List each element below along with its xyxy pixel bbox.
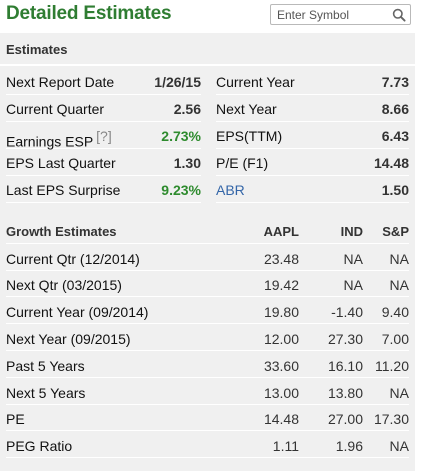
estimate-label: Last EPS Surprise xyxy=(6,182,121,198)
growth-value-ind: 16.10 xyxy=(327,358,363,374)
growth-header-label: Growth Estimates xyxy=(6,224,117,239)
estimate-row-current-year: Current Year 7.73 xyxy=(216,68,409,95)
estimates-panel: Estimates Next Report Date 1/26/15 Curre… xyxy=(0,33,415,471)
estimate-label: Current Quarter xyxy=(6,101,105,117)
growth-value-aapl: 1.11 xyxy=(272,438,299,454)
table-row: Current Year (09/2014) 19.80 -1.40 9.40 xyxy=(6,298,409,324)
section-divider xyxy=(0,64,415,66)
page-header: Detailed Estimates xyxy=(0,0,422,33)
estimate-value: 6.43 xyxy=(381,128,409,144)
growth-value-ind: -1.40 xyxy=(331,304,363,320)
growth-value-aapl: 19.80 xyxy=(263,304,299,320)
growth-value-ind: NA xyxy=(343,277,363,293)
growth-row-label: Current Qtr (12/2014) xyxy=(6,251,140,267)
estimate-row-eps-ttm: EPS(TTM) 6.43 xyxy=(216,122,409,149)
estimate-value: 2.73% xyxy=(161,128,201,144)
estimate-label: Earnings ESP xyxy=(6,133,94,150)
growth-value-sp: NA xyxy=(389,438,409,454)
growth-value-aapl: 23.48 xyxy=(263,251,299,267)
growth-value-sp: 11.20 xyxy=(375,358,409,374)
table-row: Next 5 Years 13.00 13.80 NA xyxy=(6,379,409,405)
growth-value-aapl: 33.60 xyxy=(263,358,299,374)
estimate-value: 9.23% xyxy=(161,182,201,198)
growth-value-ind: 27.00 xyxy=(327,411,363,427)
estimate-value: 8.66 xyxy=(381,101,409,117)
estimate-row-pe-f1: P/E (F1) 14.48 xyxy=(216,149,409,176)
table-row: PE 14.48 27.00 17.30 xyxy=(6,405,409,431)
growth-value-sp: NA xyxy=(389,385,409,401)
abr-link[interactable]: ABR xyxy=(216,182,245,198)
table-row: Current Qtr (12/2014) 23.48 NA NA xyxy=(6,245,409,271)
growth-value-aapl: 19.42 xyxy=(263,277,299,293)
estimate-label: Next Report Date xyxy=(6,74,115,90)
growth-value-sp: 17.30 xyxy=(373,411,409,427)
estimate-row-next-report-date: Next Report Date 1/26/15 xyxy=(6,68,201,95)
estimate-row-last-eps-surprise: Last EPS Surprise 9.23% xyxy=(6,176,201,203)
page-title: Detailed Estimates xyxy=(6,3,172,24)
estimate-label: Next Year xyxy=(216,101,277,117)
growth-row-label: Past 5 Years xyxy=(6,358,85,374)
growth-value-sp: NA xyxy=(389,251,409,267)
symbol-search xyxy=(270,4,411,25)
estimate-value: 7.73 xyxy=(381,74,409,90)
estimate-value: 1.30 xyxy=(173,155,201,171)
table-row: Past 5 Years 33.60 16.10 11.20 xyxy=(6,352,409,378)
growth-value-ind: NA xyxy=(343,251,363,267)
growth-row-label: PE xyxy=(6,411,25,427)
growth-table-header: Growth Estimates AAPL IND S&P xyxy=(6,218,409,244)
growth-value-ind: 1.96 xyxy=(335,438,363,454)
growth-value-sp: 7.00 xyxy=(381,331,409,347)
growth-row-label: PEG Ratio xyxy=(6,438,73,454)
growth-value-aapl: 14.48 xyxy=(263,411,299,427)
growth-row-label: Next Qtr (03/2015) xyxy=(6,277,122,293)
growth-value-sp: NA xyxy=(389,277,409,293)
estimate-row-next-year: Next Year 8.66 xyxy=(216,95,409,122)
estimate-label: Current Year xyxy=(216,74,295,90)
growth-row-label: Next 5 Years xyxy=(6,385,86,401)
estimate-label-wrap: Earnings ESP [?] xyxy=(6,128,112,150)
growth-header-ind: IND xyxy=(340,224,363,239)
estimate-value: 14.48 xyxy=(373,155,409,171)
estimate-label: P/E (F1) xyxy=(216,155,269,171)
estimate-row-abr: ABR 1.50 xyxy=(216,176,409,203)
estimate-value: 2.56 xyxy=(173,101,201,117)
table-row: Next Qtr (03/2015) 19.42 NA NA xyxy=(6,271,409,297)
growth-header-sp: S&P xyxy=(382,224,409,239)
estimate-label: EPS(TTM) xyxy=(216,128,283,144)
growth-header-aapl: AAPL xyxy=(263,224,299,239)
estimate-value: 1.50 xyxy=(381,182,409,198)
estimate-row-earnings-esp: Earnings ESP [?] 2.73% xyxy=(6,122,201,150)
growth-value-sp: 9.40 xyxy=(381,304,409,320)
symbol-search-input[interactable] xyxy=(271,5,389,24)
estimate-value: 1/26/15 xyxy=(154,74,201,90)
growth-value-ind: 13.80 xyxy=(327,385,363,401)
growth-value-ind: 27.30 xyxy=(327,331,363,347)
table-row: Next Year (09/2015) 12.00 27.30 7.00 xyxy=(6,325,409,351)
table-row: PEG Ratio 1.11 1.96 NA xyxy=(6,432,409,458)
growth-value-aapl: 13.00 xyxy=(263,385,299,401)
help-hint-link[interactable]: [?] xyxy=(96,128,112,144)
estimate-row-eps-last-quarter: EPS Last Quarter 1.30 xyxy=(6,149,201,176)
growth-row-label: Next Year (09/2015) xyxy=(6,331,131,347)
growth-value-aapl: 12.00 xyxy=(263,331,299,347)
estimates-section-title: Estimates xyxy=(6,42,68,57)
estimate-row-current-quarter: Current Quarter 2.56 xyxy=(6,95,201,122)
estimate-label: EPS Last Quarter xyxy=(6,155,116,171)
search-icon[interactable] xyxy=(392,8,406,22)
growth-row-label: Current Year (09/2014) xyxy=(6,304,149,320)
